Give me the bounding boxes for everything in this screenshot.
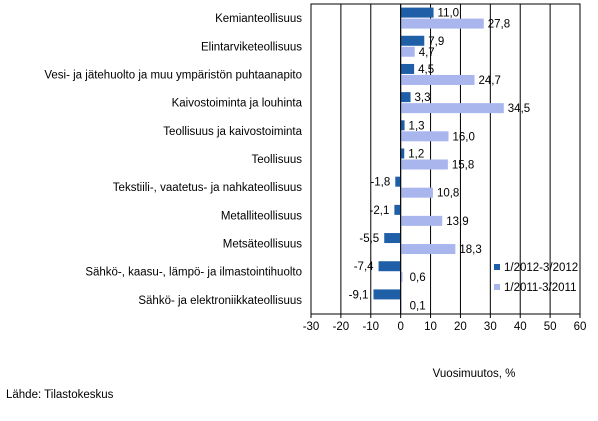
legend-swatch-series-1 (494, 264, 500, 270)
legend-swatch-series-2 (494, 284, 500, 290)
x-tick-label: 0 (397, 321, 403, 333)
bar-series-2 (400, 159, 448, 170)
data-label-series-1: 7,9 (428, 36, 444, 48)
bar-series-1 (400, 92, 411, 103)
data-label-series-1: 3,3 (415, 92, 431, 104)
bar-series-2 (400, 46, 415, 57)
bar-series-1 (400, 120, 405, 131)
data-label-series-2: 16,0 (452, 131, 474, 143)
bar-series-1 (394, 204, 401, 215)
category-label: Vesi- ja jätehuolto ja muu ympäristön pu… (44, 69, 302, 81)
data-label-series-1: 1,3 (409, 120, 425, 132)
data-label-series-1: -7,4 (354, 261, 374, 273)
x-tick-label: -30 (303, 321, 320, 333)
data-label-series-2: 15,8 (452, 160, 474, 172)
legend-label-series-2: 1/2011-3/2011 (504, 282, 576, 294)
x-axis-title: Vuosimuutos, % (433, 368, 516, 380)
category-label: Metalliteollisuus (221, 210, 302, 222)
data-label-series-1: -5,5 (359, 233, 379, 245)
plot-frame (310, 3, 581, 315)
x-tick-label: 10 (424, 321, 437, 333)
category-label: Kaivostoiminta ja louhinta (172, 98, 303, 110)
category-label: Metsäteollisuus (223, 239, 303, 251)
data-label-series-2: 27,8 (488, 19, 510, 31)
category-label: Teollisuus (252, 154, 303, 166)
data-label-series-2: 13,9 (446, 216, 468, 228)
data-label-series-1: -2,1 (370, 205, 390, 217)
bar-series-2 (400, 272, 403, 283)
bar-series-1 (373, 289, 401, 300)
x-tick-label: -10 (362, 321, 379, 333)
bar-series-1 (384, 233, 401, 244)
data-label-series-2: 0,1 (410, 300, 426, 312)
bar-series-2 (400, 103, 504, 114)
category-label: Elintarviketeollisuus (201, 41, 302, 53)
bar-series-1 (400, 7, 434, 18)
bar-series-2 (400, 131, 449, 142)
x-tick-label: 30 (484, 321, 497, 333)
bar-series-1 (378, 261, 401, 272)
bar-series-1 (400, 148, 405, 159)
data-label-series-1: 4,5 (418, 64, 434, 76)
data-label-series-2: 18,3 (459, 244, 481, 256)
source-note: Lähde: Tilastokeskus (6, 389, 114, 401)
bar-series-2 (400, 74, 475, 85)
x-tick-label: 20 (454, 321, 467, 333)
bar-series-1 (400, 63, 415, 74)
category-label: Sähkö- ja elektroniikkateollisuus (138, 295, 302, 307)
x-tick-label: 50 (544, 321, 557, 333)
data-label-series-2: 24,7 (478, 75, 500, 87)
bar-series-1 (395, 176, 401, 187)
x-tick-label: -20 (333, 321, 350, 333)
x-tick-label: 40 (514, 321, 527, 333)
bar-series-2 (400, 244, 456, 255)
data-label-series-1: 1,2 (408, 149, 424, 161)
bar-series-2 (400, 187, 433, 198)
category-label: Sähkö-, kaasu-, lämpö- ja ilmastointihuo… (85, 267, 302, 279)
bar-series-1 (400, 35, 425, 46)
x-tick-label: 60 (574, 321, 587, 333)
data-label-series-1: -9,1 (349, 289, 369, 301)
category-label: Tekstiili-, vaatetus- ja nahkateollisuus (113, 182, 302, 194)
data-label-series-2: 4,7 (419, 47, 435, 59)
bar-series-2 (400, 18, 484, 29)
data-label-series-2: 10,8 (437, 188, 459, 200)
bar-series-2 (400, 215, 443, 226)
category-label: Teollisuus ja kaivostoiminta (163, 126, 302, 138)
data-label-series-1: 11,0 (438, 8, 460, 20)
legend-label-series-1: 1/2012-3/2012 (504, 262, 578, 274)
data-label-series-1: -1,8 (370, 177, 390, 189)
category-label: Kemianteollisuus (215, 13, 302, 25)
data-label-series-2: 34,5 (508, 103, 530, 115)
data-label-series-2: 0,6 (410, 272, 426, 284)
